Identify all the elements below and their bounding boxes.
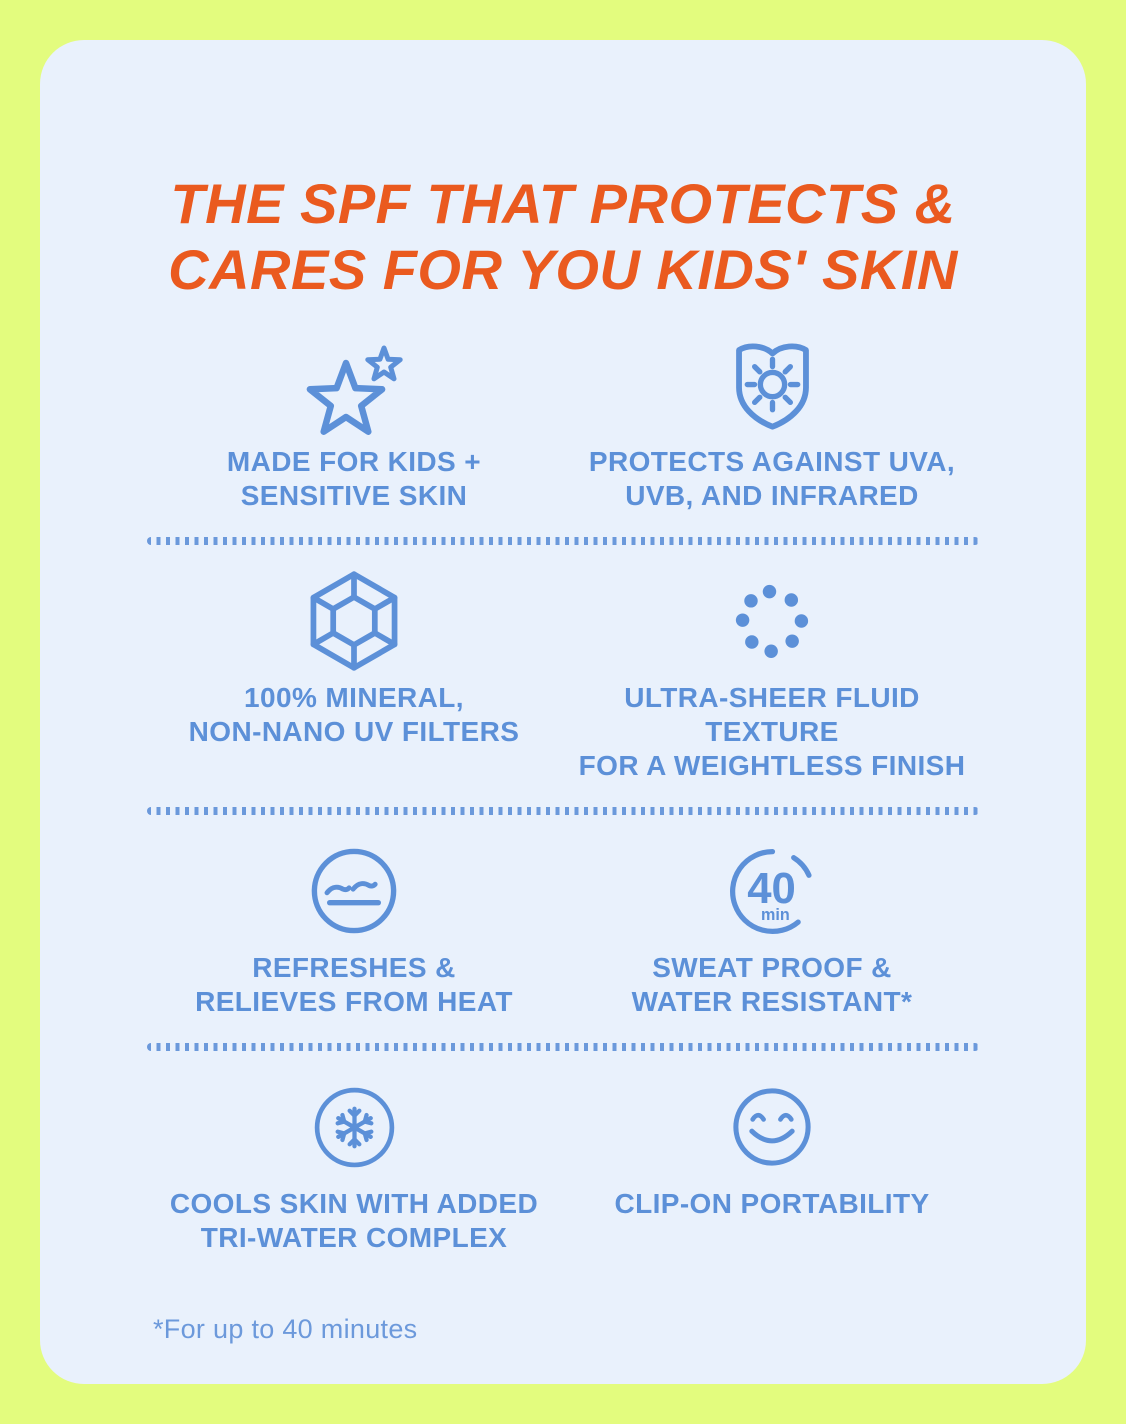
shield-sun-icon <box>724 333 821 437</box>
feature-label: CLIP-ON PORTABILITY <box>614 1188 930 1219</box>
dotted-divider <box>147 1043 979 1051</box>
snowflake-icon <box>312 1075 397 1179</box>
star-icon <box>304 333 404 437</box>
feature-label: SWEAT PROOF & WATER RESISTANT* <box>631 952 913 1017</box>
feature-label: MADE FOR KIDS + SENSITIVE SKIN <box>226 446 482 511</box>
feature-clip-on: CLIP-ON PORTABILITY <box>563 1075 981 1221</box>
timer-unit: min <box>760 906 789 924</box>
feature-row-1: MADE FOR KIDS + SENSITIVE SKIN PROTECTS … <box>145 333 981 513</box>
feature-row-3: REFRESHES & RELIEVES FROM HEAT 40 min SW… <box>145 839 981 1019</box>
feature-uv-protection: PROTECTS AGAINST UVA, UVB, AND INFRARED <box>563 333 981 513</box>
sheer-dots-icon <box>730 569 814 673</box>
feature-label: REFRESHES & RELIEVES FROM HEAT <box>195 952 513 1017</box>
smiley-icon <box>730 1075 814 1179</box>
feature-cools-skin: COOLS SKIN WITH ADDED TRI-WATER COMPLEX <box>145 1075 563 1255</box>
dotted-divider <box>147 807 979 815</box>
feature-label: 100% MINERAL, NON-NANO UV FILTERS <box>188 682 520 747</box>
feature-made-for-kids: MADE FOR KIDS + SENSITIVE SKIN <box>145 333 563 513</box>
feature-row-4: COOLS SKIN WITH ADDED TRI-WATER COMPLEX … <box>145 1075 981 1255</box>
footnote: *For up to 40 minutes <box>153 1314 418 1344</box>
feature-refreshes: REFRESHES & RELIEVES FROM HEAT <box>145 839 563 1019</box>
timer-value: 40 <box>747 863 796 912</box>
feature-row-2: 100% MINERAL, NON-NANO UV FILTERS <box>145 569 981 783</box>
timer-40min-icon: 40 min <box>725 839 820 943</box>
refresh-waves-icon <box>309 839 399 943</box>
dotted-divider <box>147 537 979 545</box>
feature-sheer-texture: ULTRA-SHEER FLUID TEXTURE FOR A WEIGHTLE… <box>563 569 981 783</box>
feature-mineral-filters: 100% MINERAL, NON-NANO UV FILTERS <box>145 569 563 749</box>
headline: THE SPF THAT PROTECTS & CARES FOR YOU KI… <box>168 172 958 301</box>
mineral-gem-icon <box>302 569 406 673</box>
feature-grid: MADE FOR KIDS + SENSITIVE SKIN PROTECTS … <box>145 333 981 1255</box>
feature-water-resistant: 40 min SWEAT PROOF & WATER RESISTANT* <box>563 839 981 1019</box>
feature-label: PROTECTS AGAINST UVA, UVB, AND INFRARED <box>588 446 956 511</box>
info-card: THE SPF THAT PROTECTS & CARES FOR YOU KI… <box>40 40 1086 1384</box>
feature-label: COOLS SKIN WITH ADDED TRI-WATER COMPLEX <box>169 1188 539 1253</box>
feature-label: ULTRA-SHEER FLUID TEXTURE FOR A WEIGHTLE… <box>578 682 966 781</box>
